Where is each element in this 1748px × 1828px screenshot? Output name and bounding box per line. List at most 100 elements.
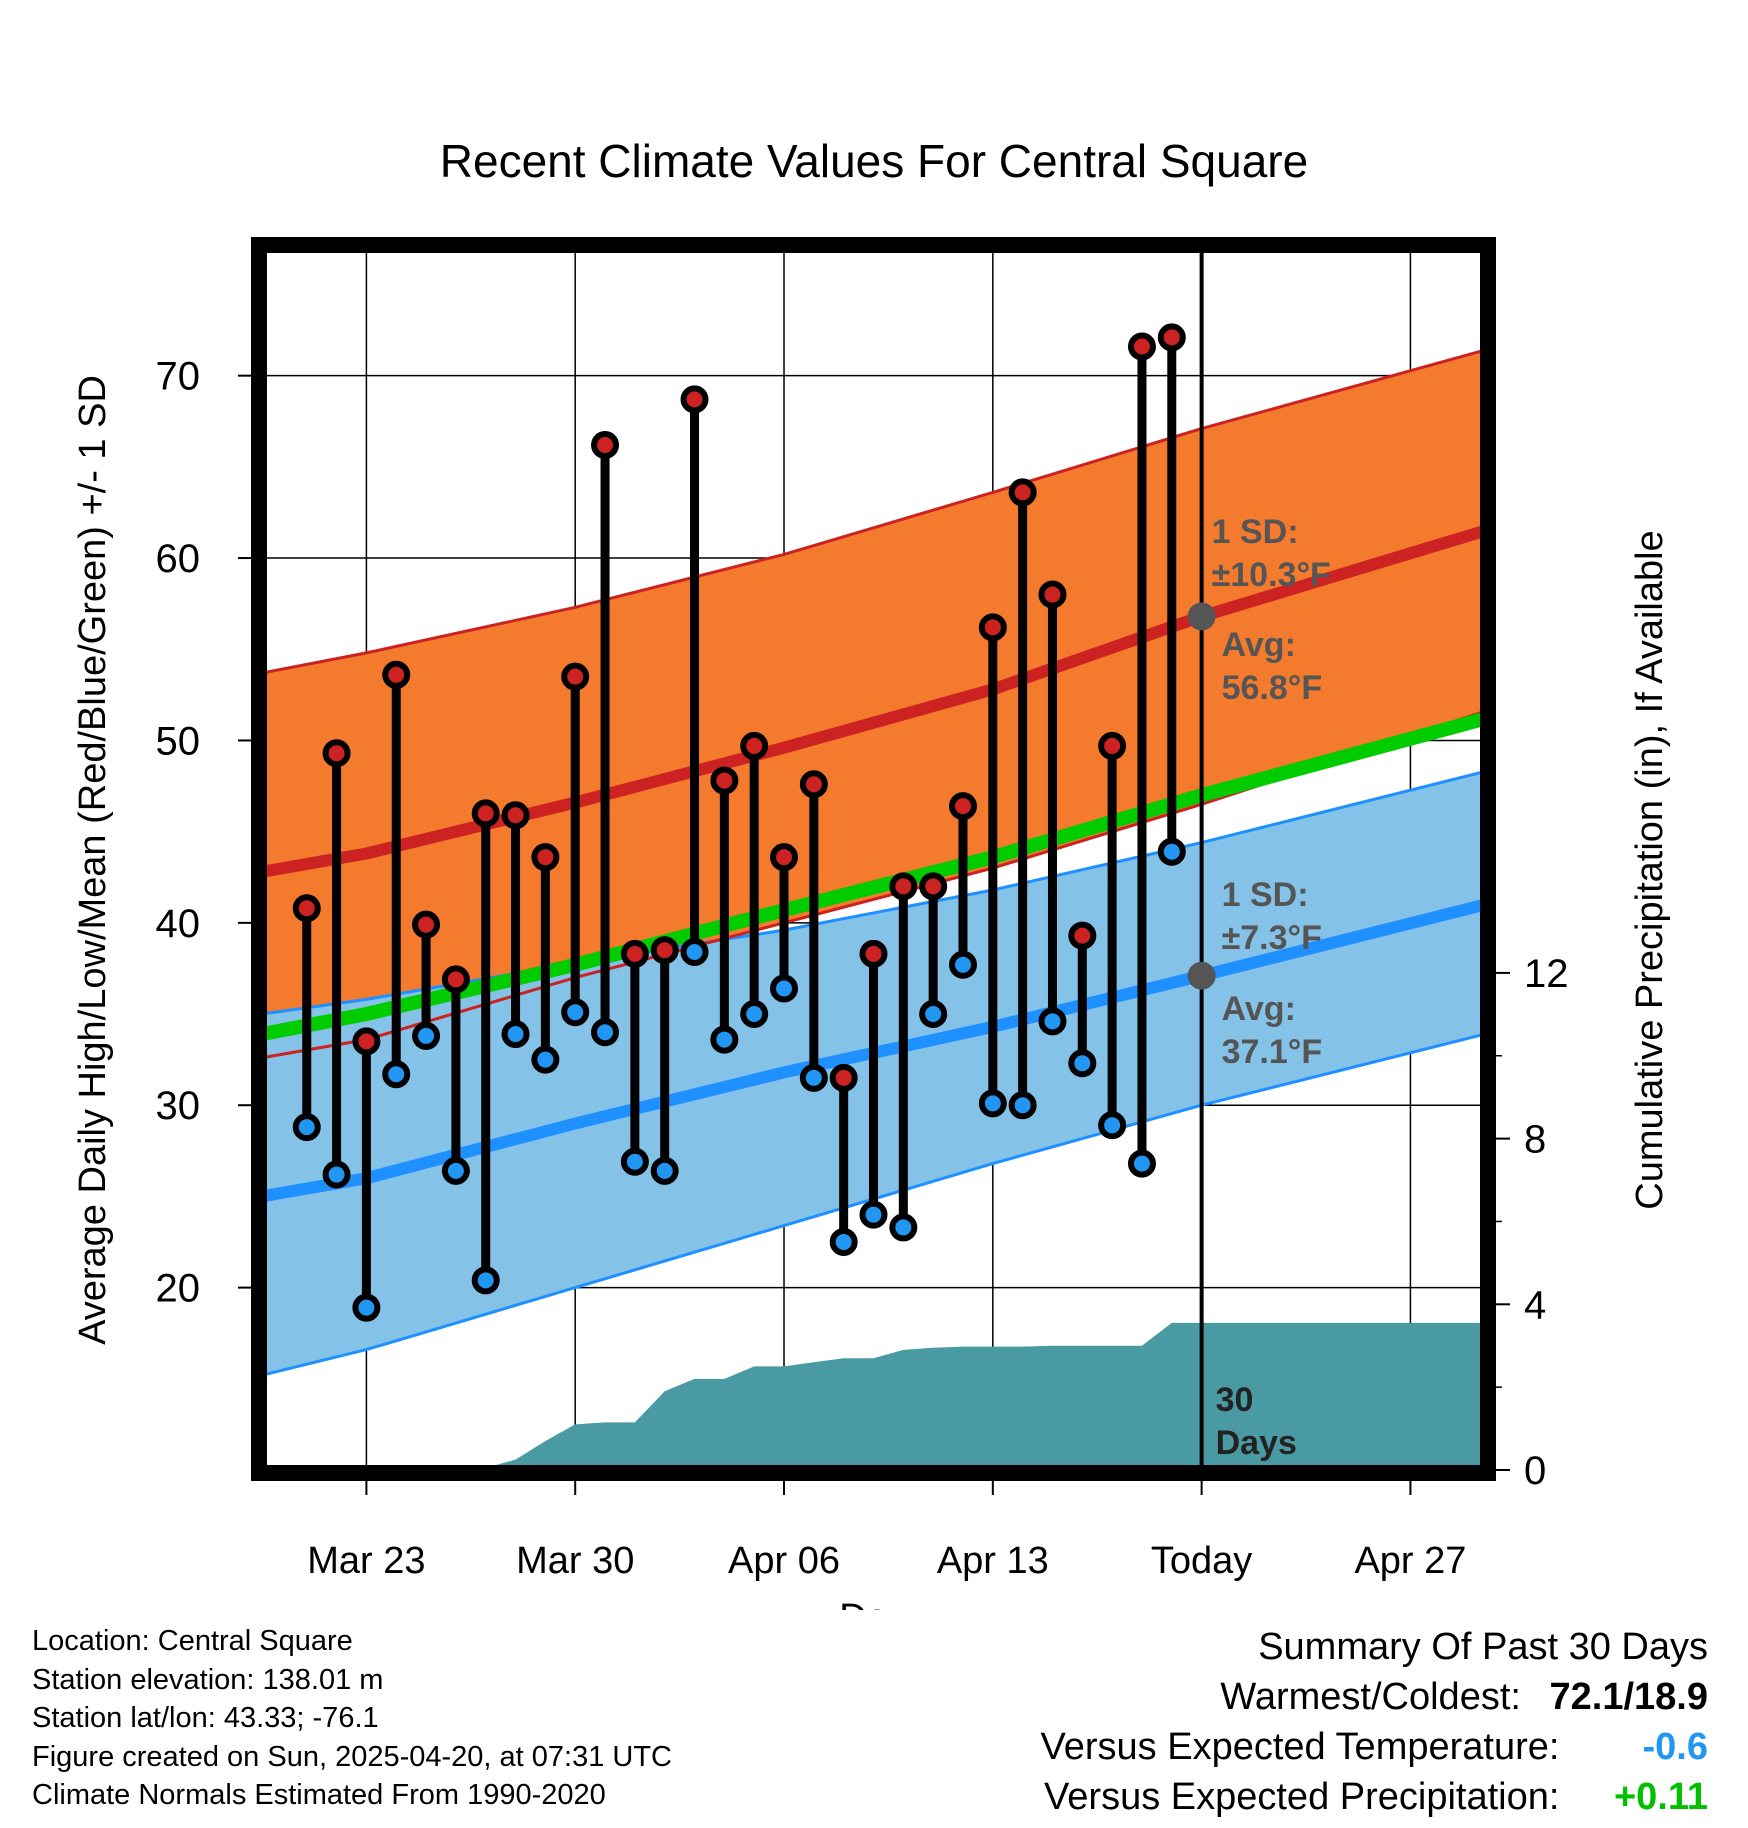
low-point [1068, 1049, 1097, 1078]
high-point [1127, 332, 1156, 361]
high-point [859, 939, 888, 968]
x-tick-label: Mar 23 [307, 1540, 425, 1582]
high-point [740, 731, 769, 760]
low-point [292, 1113, 321, 1142]
low-point [441, 1156, 470, 1185]
high-point [829, 1063, 858, 1092]
temp-label: Versus Expected Temperature: [1040, 1726, 1560, 1768]
plot-frame [251, 237, 1496, 1481]
climate-chart: Recent Climate Values For Central Square… [72, 135, 1671, 1610]
high-point [978, 613, 1007, 642]
high-sd-band [262, 350, 1485, 1058]
y2-tick-label: 12 [1524, 952, 1569, 996]
warmest-value: 72.1/18.9 [1549, 1676, 1708, 1718]
high-point [620, 939, 649, 968]
high-point [650, 936, 679, 965]
low-avg-label: Avg: [1222, 990, 1296, 1028]
days-word: Days [1216, 1424, 1297, 1462]
low-point [948, 950, 977, 979]
high-point [1157, 323, 1186, 352]
high-point [1098, 731, 1127, 760]
precip-value: +0.11 [1613, 1776, 1708, 1818]
high-point [382, 660, 411, 689]
low-point [531, 1045, 560, 1074]
station-info: Location: Central Square Station elevati… [32, 1622, 672, 1815]
y2-axis-label: Cumulative Precipitation (in), If Availa… [1629, 530, 1671, 1209]
high-point [710, 766, 739, 795]
high-point [1068, 921, 1097, 950]
summary-heading: Summary Of Past 30 Days [1258, 1626, 1708, 1668]
high-point [919, 872, 948, 901]
y2-tick-label: 8 [1524, 1118, 1546, 1162]
precip-label: Versus Expected Precipitation: [1044, 1776, 1560, 1818]
low-sd-value: ±7.3°F [1222, 919, 1322, 957]
low-point [859, 1200, 888, 1229]
high-point [292, 894, 321, 923]
low-point [740, 1000, 769, 1029]
high-point [770, 843, 799, 872]
high-point [680, 385, 709, 414]
low-sd-label: 1 SD: [1222, 876, 1309, 914]
high-point [591, 430, 620, 459]
high-point [471, 799, 500, 828]
low-point [889, 1213, 918, 1242]
y-tick-label: 70 [156, 355, 201, 399]
high-point [561, 662, 590, 691]
low-point [680, 938, 709, 967]
high-point [501, 801, 530, 830]
low-point [352, 1293, 381, 1322]
high-point [799, 770, 828, 799]
high-point [531, 843, 560, 872]
created-text: Figure created on Sun, 2025-04-20, at 07… [32, 1740, 672, 1773]
low-avg-value: 37.1°F [1222, 1033, 1323, 1071]
x-tick-label: Apr 27 [1354, 1540, 1466, 1582]
low-point [799, 1063, 828, 1092]
low-point [829, 1228, 858, 1257]
low-point [1038, 1007, 1067, 1036]
x-tick-label: Today [1151, 1540, 1252, 1582]
low-point [650, 1156, 679, 1185]
x-tick-label: Apr 13 [937, 1540, 1049, 1582]
high-avg-marker [1187, 602, 1216, 631]
normals-text: Climate Normals Estimated From 1990-2020 [32, 1779, 606, 1811]
x-tick-label: Mar 30 [516, 1540, 634, 1582]
high-point [948, 792, 977, 821]
low-avg-marker [1187, 961, 1216, 990]
high-point [1008, 478, 1037, 507]
latlon-text: Station lat/lon: 43.33; -76.1 [32, 1702, 379, 1734]
low-point [770, 974, 799, 1003]
high-avg-label: Avg: [1222, 626, 1296, 664]
precipitation-area [306, 1322, 1485, 1470]
low-point [561, 998, 590, 1027]
low-point [620, 1147, 649, 1176]
high-point [1038, 580, 1067, 609]
low-point [501, 1020, 530, 1049]
summary-warmest-row: Warmest/Coldest: 72.1/18.9 [1041, 1672, 1708, 1722]
x-tick-label: Apr 06 [728, 1540, 840, 1582]
y2-tick-label: 0 [1524, 1449, 1546, 1493]
y-tick-label: 20 [156, 1267, 201, 1311]
y-tick-label: 60 [156, 537, 201, 581]
high-sd-value: ±10.3°F [1212, 556, 1331, 594]
elevation-text: Station elevation: 138.01 m [32, 1663, 384, 1696]
low-point [471, 1266, 500, 1295]
summary-precip-row: Versus Expected Precipitation: +0.11 [1041, 1772, 1708, 1822]
low-point [591, 1018, 620, 1047]
chart-title: Recent Climate Values For Central Square [440, 135, 1308, 187]
temp-value: -0.6 [1642, 1726, 1708, 1768]
high-point [352, 1027, 381, 1056]
low-point [412, 1021, 441, 1050]
low-point [1127, 1149, 1156, 1178]
y2-tick-label: 4 [1524, 1283, 1546, 1327]
low-point [382, 1060, 411, 1089]
low-point [322, 1160, 351, 1189]
low-point [978, 1089, 1007, 1118]
high-point [441, 965, 470, 994]
low-point [710, 1025, 739, 1054]
high-point [889, 872, 918, 901]
high-point [412, 910, 441, 939]
y-axis-label: Average Daily High/Low/Mean (Red/Blue/Gr… [72, 375, 114, 1345]
low-point [1098, 1111, 1127, 1140]
high-sd-label: 1 SD: [1212, 513, 1299, 551]
location-text: Location: Central Square [32, 1625, 353, 1657]
